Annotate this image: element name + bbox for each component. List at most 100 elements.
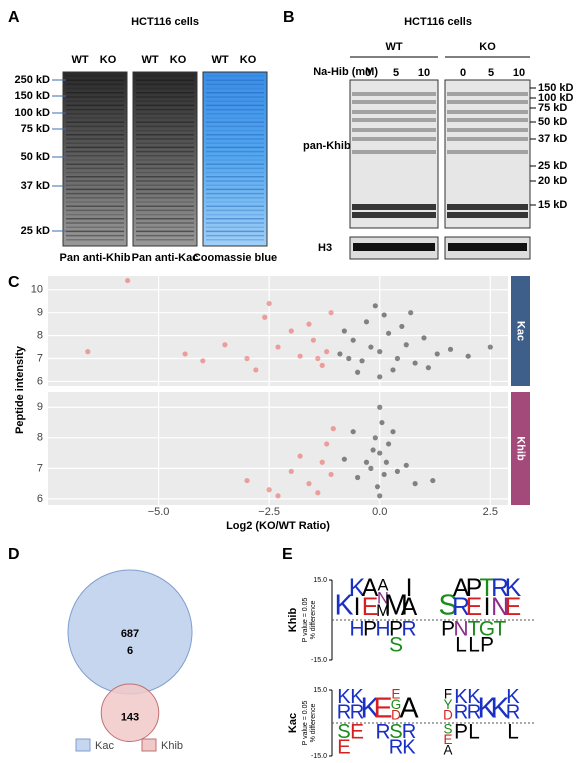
- plot-background: [48, 276, 508, 386]
- point: [363, 319, 370, 325]
- y-tick-label: -15.0: [311, 753, 327, 760]
- point: [275, 493, 281, 499]
- logo-letter: R: [452, 594, 470, 621]
- x-tick-label: −5.0: [148, 506, 170, 518]
- blot: [444, 79, 531, 229]
- point: [319, 459, 325, 465]
- point: [306, 321, 312, 327]
- marker-label: 100 kD: [15, 107, 51, 119]
- axis-note: % difference: [310, 704, 317, 743]
- point: [383, 459, 389, 465]
- logo-letter: T: [494, 618, 507, 641]
- logo-letter: I: [354, 594, 361, 621]
- legend-swatch: [141, 738, 157, 752]
- blot-band: [352, 212, 436, 218]
- point: [379, 419, 385, 426]
- blot-band: [352, 150, 436, 154]
- blot-band: [352, 118, 436, 122]
- axis-note: % difference: [310, 601, 317, 640]
- point: [385, 330, 392, 336]
- point: [363, 459, 370, 465]
- point: [394, 355, 401, 362]
- point: [328, 471, 334, 478]
- logo-letter: I: [484, 594, 491, 621]
- logo-letter: T: [479, 575, 494, 602]
- point: [372, 303, 378, 309]
- logo-letter: K: [350, 686, 364, 708]
- logo-letter: E: [362, 594, 378, 621]
- point: [408, 310, 414, 316]
- point: [350, 429, 356, 435]
- logo-label: Kac: [287, 713, 299, 733]
- logo-letter: A: [444, 742, 453, 757]
- y-tick-label: 9: [37, 401, 43, 413]
- point: [355, 474, 361, 481]
- logo-letter: R: [350, 702, 365, 724]
- point: [399, 323, 405, 330]
- logo-letter: L: [507, 721, 519, 744]
- point: [368, 465, 374, 471]
- venn-count: 143: [121, 712, 139, 724]
- logo-letter: F: [444, 687, 452, 702]
- logo-letter: M: [384, 590, 408, 622]
- logo-letter: Y: [444, 697, 453, 712]
- blot: [202, 71, 268, 247]
- y-axis-label: Peptide intensity: [14, 345, 26, 434]
- panel-label: E: [282, 546, 293, 563]
- point: [319, 362, 325, 368]
- blot-band: [352, 137, 436, 141]
- marker-label: 150 kD: [538, 82, 574, 94]
- logo-letter: S: [438, 590, 457, 622]
- point: [390, 367, 396, 373]
- group-label: WT: [385, 41, 402, 53]
- axis-note: P value = 0.05: [302, 700, 309, 745]
- point: [297, 353, 303, 359]
- logo-letter: D: [443, 707, 453, 722]
- point: [253, 367, 259, 373]
- logo-letter: K: [477, 693, 496, 725]
- logo-letter: R: [337, 702, 352, 724]
- facet-label: Kac: [515, 321, 527, 341]
- point: [330, 426, 336, 432]
- point: [394, 468, 401, 475]
- lane-label: WT: [141, 54, 158, 66]
- logo-letter: P: [363, 618, 377, 641]
- point: [487, 344, 493, 350]
- logo-letter: E: [392, 687, 401, 702]
- x-tick-label: 2.5: [483, 506, 498, 518]
- lane-label: KO: [170, 54, 187, 66]
- point: [341, 456, 347, 462]
- panel-label: A: [8, 9, 20, 26]
- logo-letter: K: [349, 575, 366, 602]
- dose-label: 5: [393, 67, 399, 79]
- logo-letter: I: [406, 575, 413, 602]
- plot-background: [48, 392, 508, 505]
- point: [370, 447, 376, 453]
- logo-letter: G: [391, 697, 401, 712]
- logo-letter: E: [466, 594, 482, 621]
- point: [377, 374, 383, 380]
- logo-letter: L: [455, 634, 467, 657]
- point: [465, 353, 471, 359]
- blot-band: [447, 137, 528, 141]
- marker-label: 50 kD: [21, 151, 50, 163]
- y-tick-label: 6: [37, 375, 43, 387]
- panel-title: HCT116 cells: [404, 16, 472, 28]
- blot-caption: Pan anti-Kac: [132, 252, 199, 264]
- logo-letter: P: [441, 618, 455, 641]
- point: [412, 481, 418, 487]
- logo-letter: N: [377, 589, 389, 607]
- point: [288, 468, 294, 475]
- panel-title: HCT116 cells: [131, 16, 199, 28]
- blot: [62, 71, 128, 247]
- logo-letter: K: [505, 575, 522, 602]
- point: [328, 310, 334, 316]
- logo-letter: T: [468, 618, 481, 641]
- facet-strip: [511, 392, 530, 505]
- y-tick-label: 7: [37, 462, 43, 474]
- blot-band: [352, 128, 436, 132]
- logo-letter: L: [468, 634, 480, 657]
- lane-label: WT: [71, 54, 88, 66]
- logo-letter: R: [506, 702, 521, 724]
